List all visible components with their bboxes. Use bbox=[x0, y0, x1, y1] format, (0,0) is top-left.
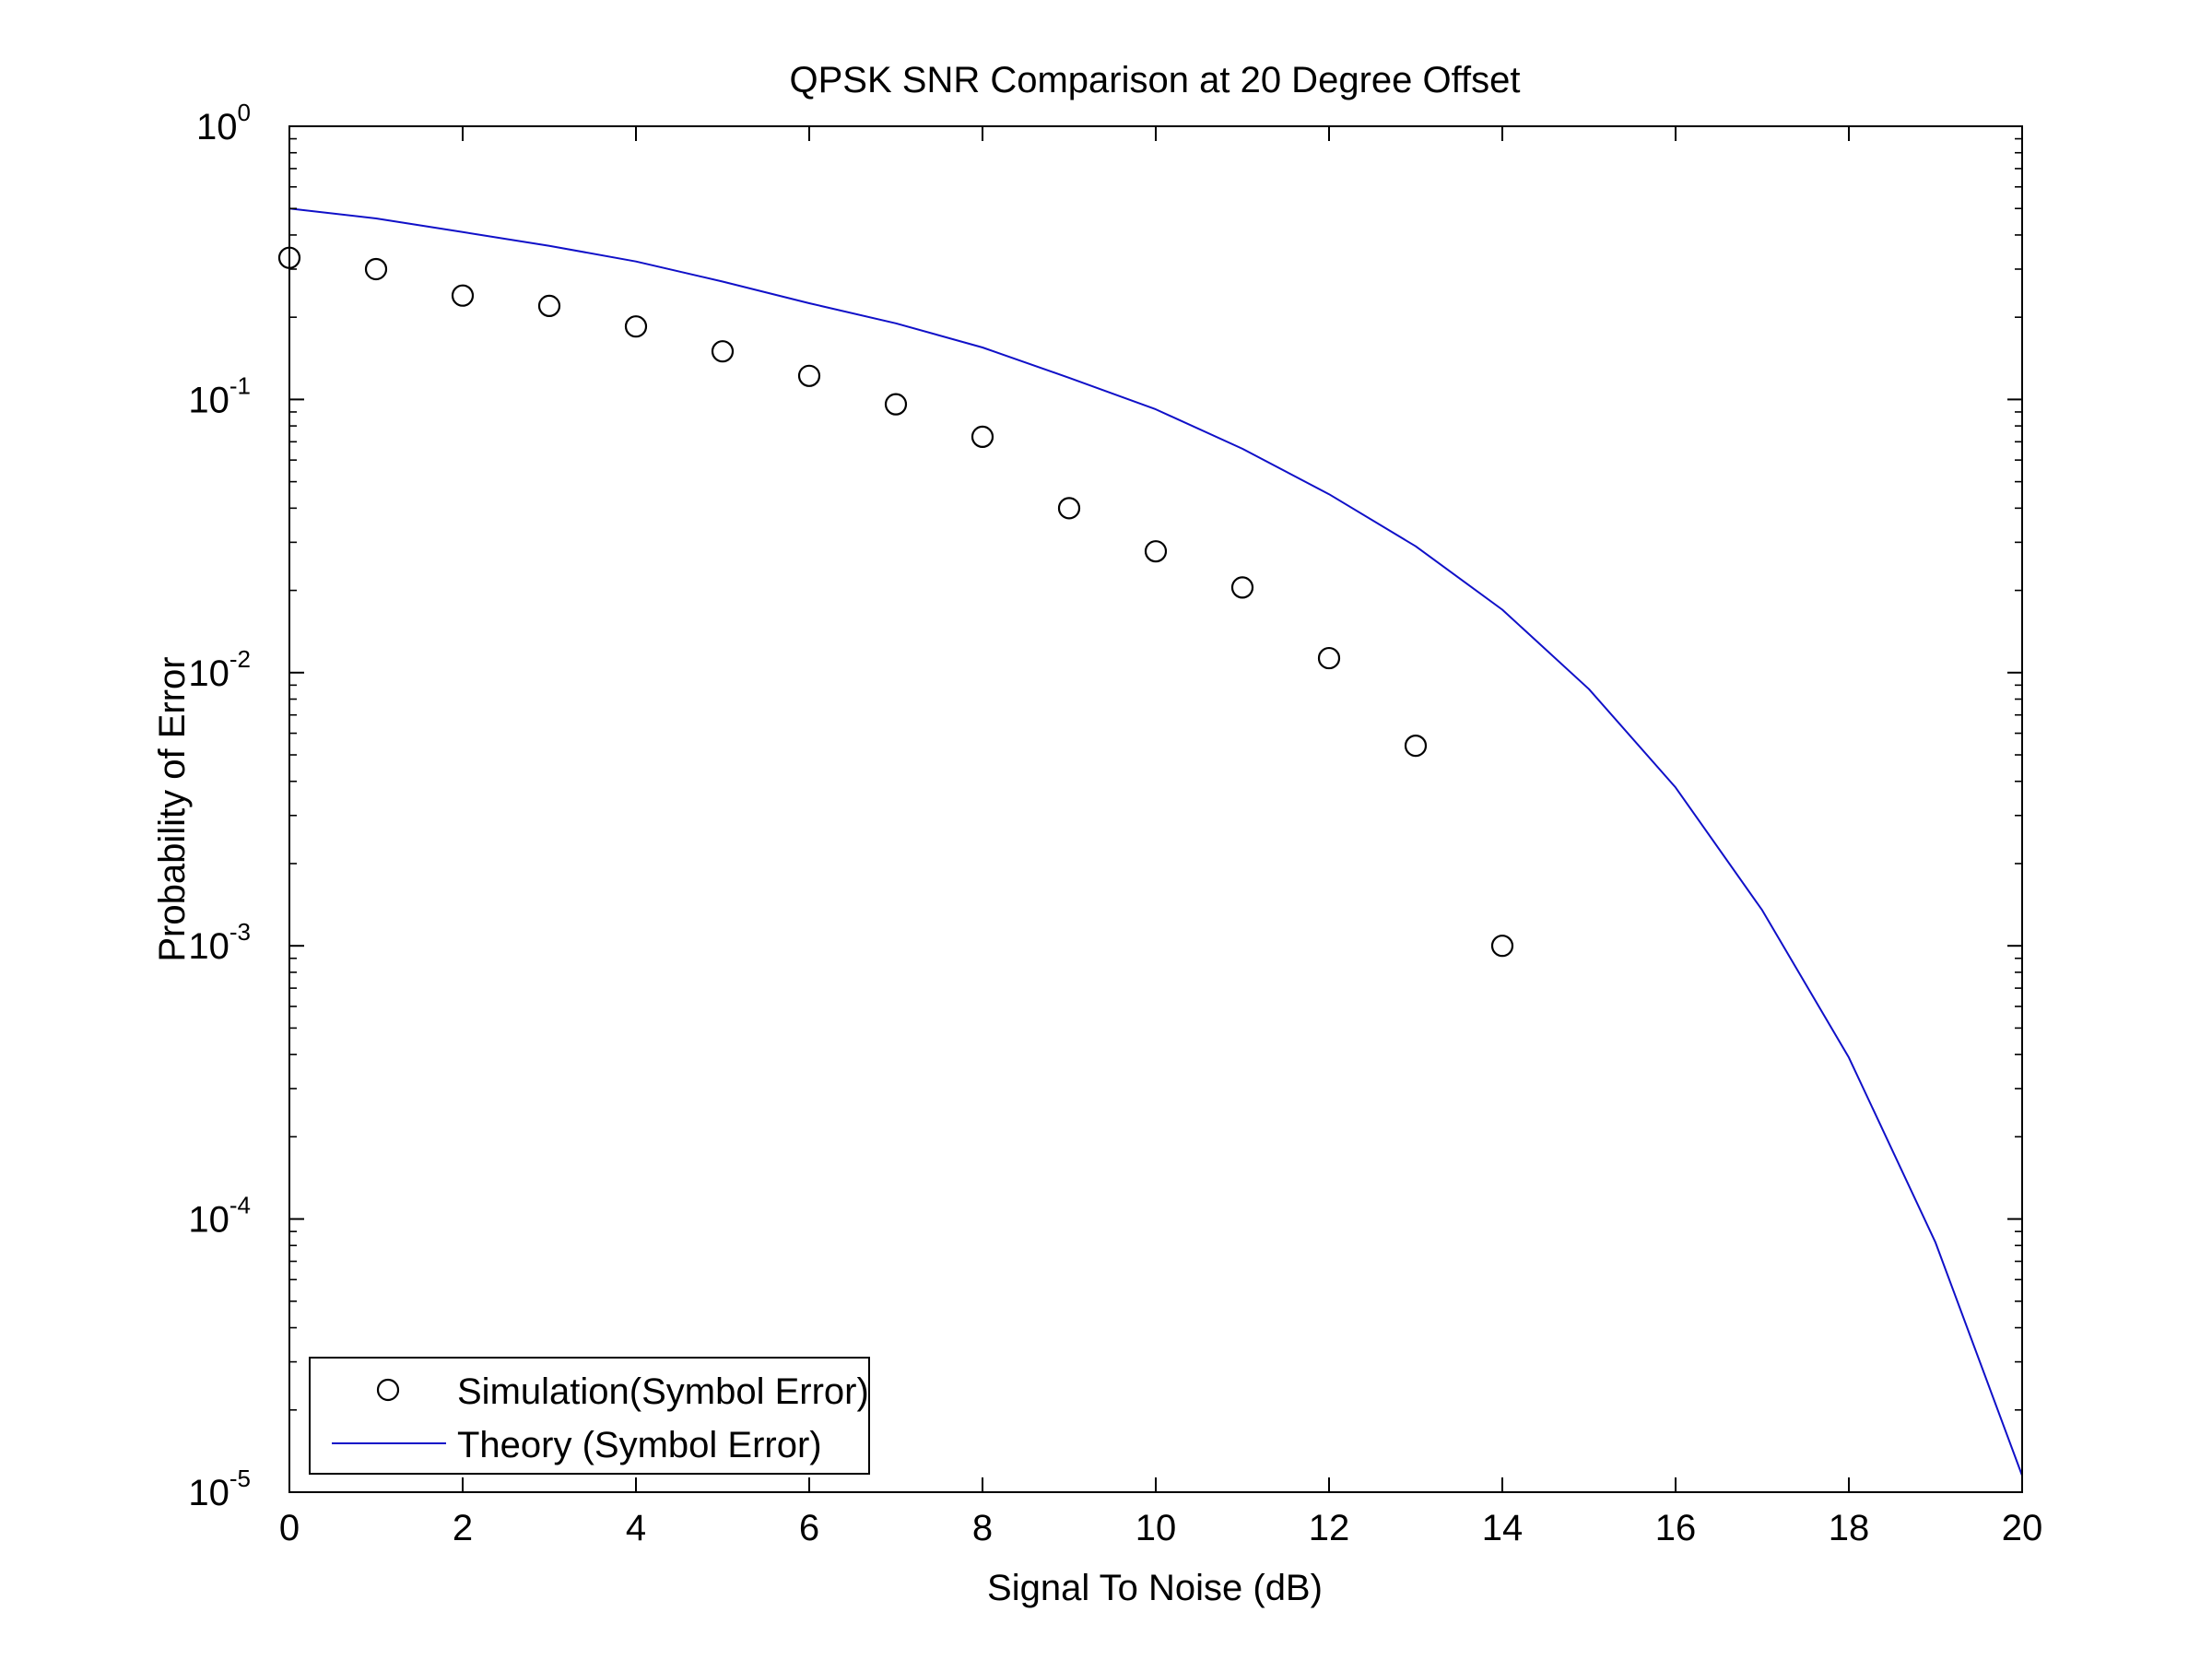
theory-line bbox=[288, 207, 2023, 1477]
x-tick-label: 0 bbox=[279, 1508, 300, 1548]
y-tick-label: 10-5 bbox=[188, 1465, 251, 1513]
simulation-point bbox=[797, 364, 821, 387]
x-tick-labels: 0 2 4 6 8 10 12 14 16 18 20 bbox=[279, 1508, 2042, 1548]
legend-box bbox=[309, 1357, 870, 1475]
simulation-point bbox=[624, 315, 648, 338]
y-tick-label: 10-3 bbox=[188, 918, 251, 967]
x-tick-label: 18 bbox=[1829, 1508, 1870, 1548]
legend-label-simulation: Simulation(Symbol Error) bbox=[457, 1371, 869, 1412]
simulation-point bbox=[884, 393, 908, 416]
simulation-point bbox=[1230, 576, 1254, 599]
x-tick-label: 14 bbox=[1482, 1508, 1524, 1548]
tick-layer bbox=[288, 125, 2023, 1493]
x-tick-label: 4 bbox=[626, 1508, 646, 1548]
x-tick-label: 10 bbox=[1135, 1508, 1177, 1548]
y-tick-exponent: -1 bbox=[229, 371, 251, 399]
x-axis-label: Signal To Noise (dB) bbox=[987, 1568, 1323, 1608]
y-tick-label: 10-4 bbox=[188, 1192, 251, 1241]
y-tick-label: 10-1 bbox=[188, 371, 251, 420]
y-tick-base: 10 bbox=[188, 1200, 229, 1241]
simulation-point bbox=[711, 340, 735, 363]
simulation-point bbox=[364, 257, 388, 281]
simulation-point bbox=[1490, 935, 1514, 958]
y-tick-base: 10 bbox=[196, 107, 238, 147]
simulation-point bbox=[1057, 497, 1081, 520]
x-tick-label: 16 bbox=[1655, 1508, 1697, 1548]
y-tick-exponent: 0 bbox=[238, 99, 251, 126]
simulation-point bbox=[971, 425, 994, 449]
legend-label-theory: Theory (Symbol Error) bbox=[457, 1425, 822, 1465]
legend: Simulation(Symbol Error) Theory (Symbol … bbox=[309, 1357, 870, 1475]
theory-layer bbox=[288, 207, 2023, 1477]
x-tick-label: 6 bbox=[799, 1508, 819, 1548]
y-tick-label: 100 bbox=[196, 99, 251, 147]
y-tick-exponent: -3 bbox=[229, 918, 251, 946]
y-tick-base: 10 bbox=[188, 926, 229, 967]
y-axis-label: Probability of Error bbox=[152, 656, 193, 961]
y-tick-exponent: -2 bbox=[229, 645, 251, 673]
y-tick-base: 10 bbox=[188, 380, 229, 420]
simulation-point bbox=[537, 294, 561, 318]
x-tick-label: 20 bbox=[2002, 1508, 2043, 1548]
x-tick-label: 8 bbox=[972, 1508, 993, 1548]
simulation-point bbox=[1404, 735, 1428, 758]
y-tick-base: 10 bbox=[188, 653, 229, 694]
simulation-point bbox=[451, 284, 475, 307]
simulation-point bbox=[1317, 646, 1341, 670]
chart-title: QPSK SNR Comparison at 20 Degree Offset bbox=[790, 60, 1521, 100]
y-tick-base: 10 bbox=[188, 1473, 229, 1513]
y-tick-exponent: -5 bbox=[229, 1465, 251, 1492]
x-tick-label: 2 bbox=[453, 1508, 473, 1548]
y-tick-exponent: -4 bbox=[229, 1192, 251, 1219]
y-tick-label: 10-2 bbox=[188, 645, 251, 694]
simulation-point bbox=[1144, 540, 1168, 563]
x-tick-label: 12 bbox=[1309, 1508, 1350, 1548]
legend-marker-simulation bbox=[376, 1378, 400, 1402]
